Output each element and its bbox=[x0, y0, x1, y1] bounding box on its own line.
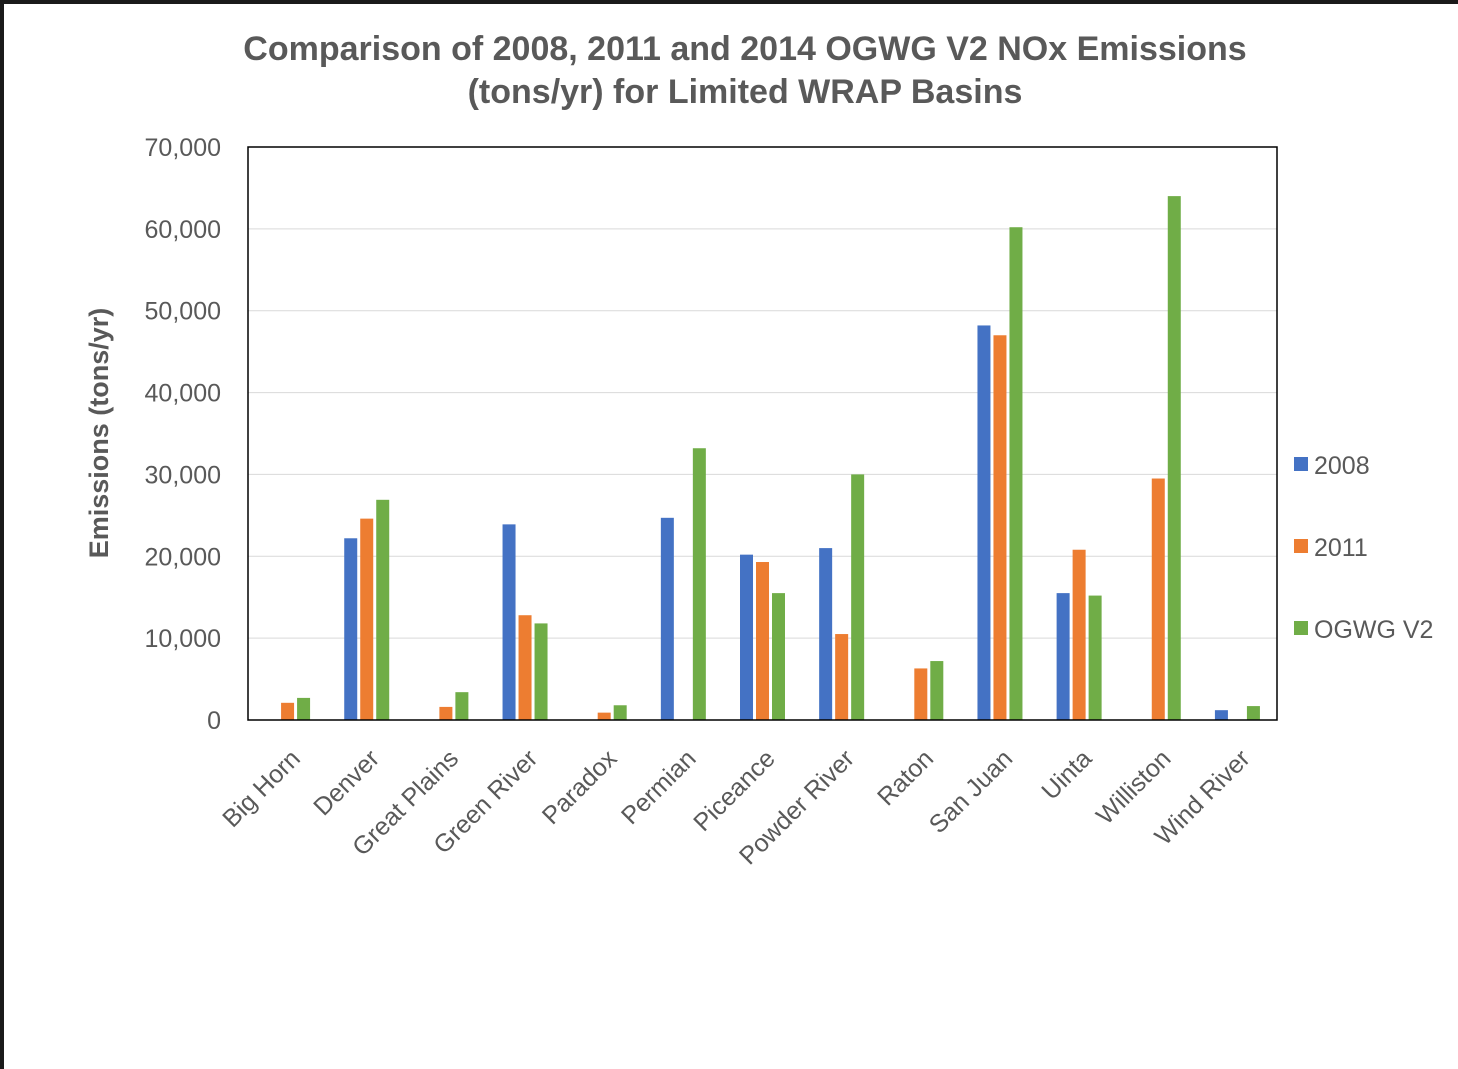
bar bbox=[281, 702, 295, 720]
bar bbox=[756, 562, 769, 720]
y-tick-label: 40,000 bbox=[145, 380, 221, 408]
legend-label: 2011 bbox=[1314, 534, 1368, 562]
bar bbox=[977, 325, 991, 720]
bar bbox=[851, 474, 865, 720]
bar bbox=[376, 499, 390, 720]
bar bbox=[772, 593, 785, 720]
bar bbox=[1009, 227, 1023, 720]
bar bbox=[1167, 196, 1181, 721]
bar bbox=[1214, 710, 1228, 720]
bar bbox=[455, 692, 469, 720]
legend-label: 2008 bbox=[1314, 452, 1370, 480]
bar bbox=[740, 554, 753, 720]
bar bbox=[835, 634, 849, 720]
bar bbox=[518, 615, 532, 720]
chart-title-line-2: (tons/yr) for Limited WRAP Basins bbox=[468, 73, 1023, 111]
x-tick-label: Uinta bbox=[1036, 744, 1097, 805]
y-axis-ticks: 0 10,000 20,000 30,000 40,000 50,000 60,000 70,… bbox=[145, 134, 221, 735]
bar bbox=[502, 524, 516, 720]
y-tick-label: 70,000 bbox=[145, 134, 221, 162]
bar bbox=[1151, 478, 1165, 720]
bar bbox=[1056, 593, 1070, 720]
x-tick-label: San Juan bbox=[924, 744, 1018, 838]
bar bbox=[439, 706, 453, 720]
legend-swatch bbox=[1294, 457, 1308, 471]
plot-area-border bbox=[247, 146, 1278, 721]
bar bbox=[914, 668, 928, 720]
x-tick-label: Raton bbox=[872, 744, 939, 811]
bar bbox=[1088, 595, 1102, 720]
y-tick-label: 10,000 bbox=[145, 625, 221, 653]
bar bbox=[1246, 706, 1260, 720]
bar bbox=[344, 538, 358, 720]
bar bbox=[692, 448, 706, 720]
legend-label: OGWG V2 bbox=[1314, 616, 1433, 644]
y-axis-label: Emissions (tons/yr) bbox=[84, 308, 114, 559]
bar bbox=[930, 661, 944, 720]
bar bbox=[613, 705, 627, 720]
bars bbox=[281, 196, 1260, 721]
bar bbox=[1072, 549, 1086, 720]
bar bbox=[993, 335, 1007, 720]
bar bbox=[597, 712, 611, 720]
bar bbox=[819, 548, 833, 720]
chart-title-line-1: Comparison of 2008, 2011 and 2014 OGWG V… bbox=[243, 30, 1246, 68]
bar bbox=[360, 518, 374, 720]
legend-swatch bbox=[1294, 621, 1308, 635]
x-tick-label: Paradox bbox=[537, 744, 623, 830]
legend-swatch bbox=[1294, 539, 1308, 553]
x-tick-label: Denver bbox=[308, 744, 385, 821]
y-tick-label: 60,000 bbox=[145, 216, 221, 244]
y-tick-label: 20,000 bbox=[145, 543, 221, 571]
y-tick-label: 50,000 bbox=[145, 298, 221, 326]
y-tick-label: 30,000 bbox=[145, 461, 221, 489]
y-tick-label: 0 bbox=[207, 707, 221, 735]
bar bbox=[660, 517, 674, 720]
bar bbox=[297, 697, 311, 720]
bar bbox=[534, 623, 548, 720]
x-tick-label: Big Horn bbox=[217, 744, 306, 833]
legend: 2008 2011 OGWG V2 bbox=[1294, 452, 1433, 644]
